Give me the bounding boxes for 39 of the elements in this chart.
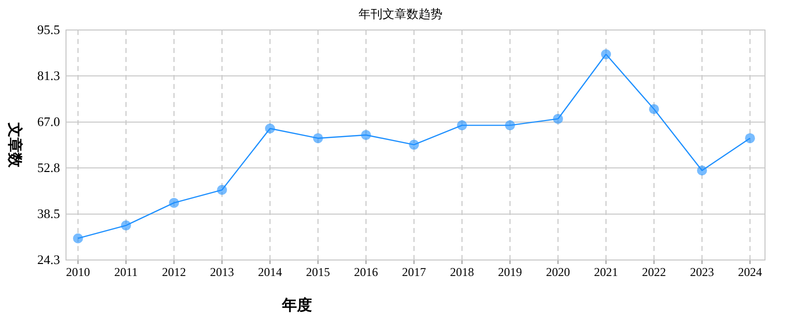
x-tick-label: 2012 (162, 265, 186, 279)
x-tick-label: 2017 (402, 265, 426, 279)
point (601, 49, 611, 60)
point (649, 104, 659, 114)
x-tick-label: 2019 (498, 265, 522, 279)
y-tick-label: 38.5 (37, 206, 60, 222)
x-tick-label: 2013 (210, 265, 234, 279)
point (409, 140, 419, 150)
point (505, 120, 515, 130)
x-tick-label: 2023 (690, 265, 714, 279)
chart-title: 年刊文章数趋势 (358, 7, 442, 21)
x-tick-label: 2015 (306, 265, 330, 279)
y-tick-label: 52.8 (37, 160, 60, 175)
point (121, 220, 131, 230)
point (73, 233, 83, 244)
x-tick-label: 2021 (594, 265, 618, 279)
x-tick-label: 2022 (642, 265, 666, 279)
x-tick-label: 2010 (66, 265, 90, 279)
point (313, 133, 323, 144)
point (217, 184, 227, 195)
point (361, 130, 371, 140)
point (265, 124, 275, 134)
x-tick-label: 2018 (450, 265, 474, 279)
point (553, 114, 563, 124)
x-tick-label: 2024 (738, 265, 762, 279)
y-tick-label: 67.0 (37, 114, 60, 130)
y-axis-title: 文章数 (6, 122, 24, 168)
x-tick-label: 2020 (546, 265, 570, 279)
x-tick-label: 2014 (258, 265, 282, 279)
point (169, 198, 179, 208)
point (697, 166, 707, 176)
point (457, 120, 467, 130)
point (745, 133, 755, 144)
x-tick-label: 2011 (114, 265, 138, 279)
x-tick-label: 2016 (354, 265, 378, 279)
x-axis-title: 年度 (281, 296, 312, 314)
y-tick-label: 81.3 (37, 68, 60, 83)
y-tick-label: 24.3 (37, 252, 60, 267)
y-tick-label: 95.5 (37, 22, 60, 37)
